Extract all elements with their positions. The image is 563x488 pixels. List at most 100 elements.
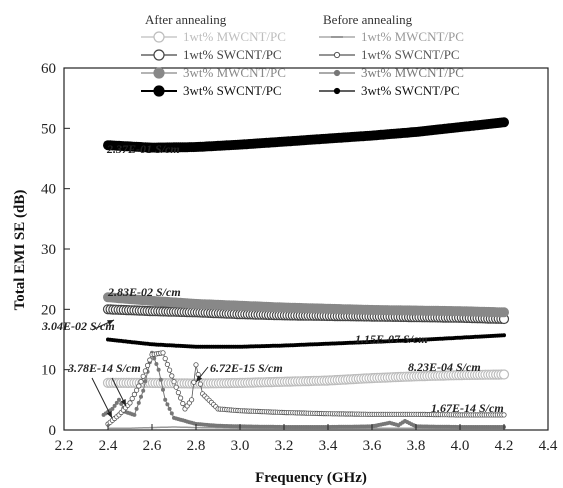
x-tick-label: 2.4 xyxy=(99,438,118,454)
legend-entry-label: 3wt% MWCNT/PC xyxy=(361,65,464,80)
legend-entry-label: 1wt% SWCNT/PC xyxy=(183,47,282,62)
legend-marker xyxy=(153,49,165,61)
data-point xyxy=(136,400,141,405)
data-point xyxy=(161,387,165,392)
data-point xyxy=(156,367,161,372)
legend-marker xyxy=(333,87,341,95)
legend-entry-label: 3wt% SWCNT/PC xyxy=(183,83,282,98)
legend-marker xyxy=(153,85,165,97)
annotation-label: 3.78E-14 S/cm xyxy=(67,361,141,375)
legend: After annealing 1wt% MWCNT/PC 1wt% SWCNT/P… xyxy=(141,12,464,98)
data-point xyxy=(160,350,166,356)
data-point xyxy=(119,401,124,406)
legend-entry-label: 1wt% MWCNT/PC xyxy=(183,29,286,44)
data-point xyxy=(189,397,195,403)
series-before-annealing-1wt-swcnt-pc xyxy=(105,350,507,427)
data-point xyxy=(499,307,509,318)
annotation-arrow xyxy=(91,377,113,419)
data-point xyxy=(142,368,148,374)
x-axis-label: Frequency (GHz) xyxy=(255,470,367,486)
data-point xyxy=(110,406,115,411)
series-before-annealing-3wt-mwcnt-pc xyxy=(101,350,506,429)
data-point xyxy=(502,333,506,338)
data-point xyxy=(112,403,117,408)
annotation-label: 2.37E-01 S/cm xyxy=(106,142,180,156)
data-point xyxy=(140,373,146,379)
data-point xyxy=(173,384,179,390)
data-point xyxy=(134,406,139,411)
annotation-label: 6.72E-15 S/cm xyxy=(210,361,283,375)
data-point xyxy=(139,394,143,399)
data-point xyxy=(167,406,172,411)
x-tick-label: 2.8 xyxy=(187,438,206,454)
x-tick-label: 2.2 xyxy=(55,438,74,454)
data-point xyxy=(191,379,197,385)
y-tick-label: 0 xyxy=(49,423,57,439)
x-tick-label: 3.4 xyxy=(319,438,338,454)
data-point xyxy=(501,412,507,418)
legend-entry-label: 1wt% MWCNT/PC xyxy=(361,29,464,44)
y-tick-label: 50 xyxy=(41,121,56,137)
annotation-label: 2.83E-02 S/cm xyxy=(107,285,181,299)
data-point xyxy=(164,361,170,367)
data-point xyxy=(169,411,174,416)
data-point xyxy=(141,388,146,393)
data-point xyxy=(138,379,144,385)
legend-marker xyxy=(333,69,341,77)
x-tick-label: 4.4 xyxy=(539,438,558,454)
data-point xyxy=(158,377,163,382)
series-after-annealing-3wt-swcnt-pc xyxy=(103,117,509,153)
series-before-annealing-3wt-swcnt-pc xyxy=(106,333,506,349)
data-point xyxy=(498,369,510,380)
x-tick-label: 3.0 xyxy=(231,438,250,454)
x-tick-label: 4.0 xyxy=(451,438,470,454)
data-point xyxy=(131,391,137,397)
legend-marker xyxy=(333,51,341,59)
data-point xyxy=(152,356,157,361)
data-point xyxy=(167,367,173,373)
data-point xyxy=(178,395,184,401)
annotation-arrowhead xyxy=(106,411,112,418)
annotation-label: 3.04E-02 S/cm xyxy=(41,319,115,333)
annotation-label: 8.23E-04 S/cm xyxy=(408,360,481,374)
data-point xyxy=(132,412,137,417)
data-point xyxy=(154,362,159,366)
data-point xyxy=(117,397,121,402)
legend-entry-label: 3wt% MWCNT/PC xyxy=(183,65,286,80)
data-point xyxy=(134,387,140,393)
annotation-label: 1.15E-07 S/cm xyxy=(355,332,428,346)
data-point xyxy=(162,355,168,362)
y-axis-label: Total EMI SE (dB) xyxy=(12,190,28,311)
series-after-annealing-1wt-mwcnt-pc xyxy=(102,369,510,389)
series-layer xyxy=(101,117,510,429)
annotation-arrowhead xyxy=(107,320,114,326)
data-point xyxy=(197,381,203,387)
data-point xyxy=(143,379,148,384)
legend-group-title: Before annealing xyxy=(323,12,413,27)
data-point xyxy=(175,389,181,396)
data-point xyxy=(169,373,175,379)
data-point xyxy=(136,383,142,389)
data-point xyxy=(145,362,151,368)
y-tick-label: 40 xyxy=(41,182,56,198)
annotation-label: 1.67E-14 S/cm xyxy=(431,401,504,415)
data-point xyxy=(171,379,177,385)
legend-marker xyxy=(153,67,165,79)
data-point xyxy=(129,395,135,402)
legend-marker xyxy=(153,31,165,43)
y-tick-label: 10 xyxy=(41,363,56,379)
y-tick-label: 60 xyxy=(41,61,56,77)
legend-group-title: After annealing xyxy=(145,12,227,27)
data-point xyxy=(499,117,509,128)
annotations: 2.37E-01 S/cm 2.83E-02 S/cm 3.04E-02 S/cm 1… xyxy=(41,142,504,419)
y-tick-label: 30 xyxy=(41,242,56,258)
legend-entry-label: 1wt% SWCNT/PC xyxy=(361,47,460,62)
data-point xyxy=(165,402,170,407)
x-tick-label: 3.2 xyxy=(275,438,294,454)
data-point xyxy=(127,400,133,406)
x-tick-label: 2.6 xyxy=(143,438,162,454)
x-tick-label: 3.6 xyxy=(363,438,382,454)
data-point xyxy=(193,362,199,368)
data-point xyxy=(147,357,153,363)
